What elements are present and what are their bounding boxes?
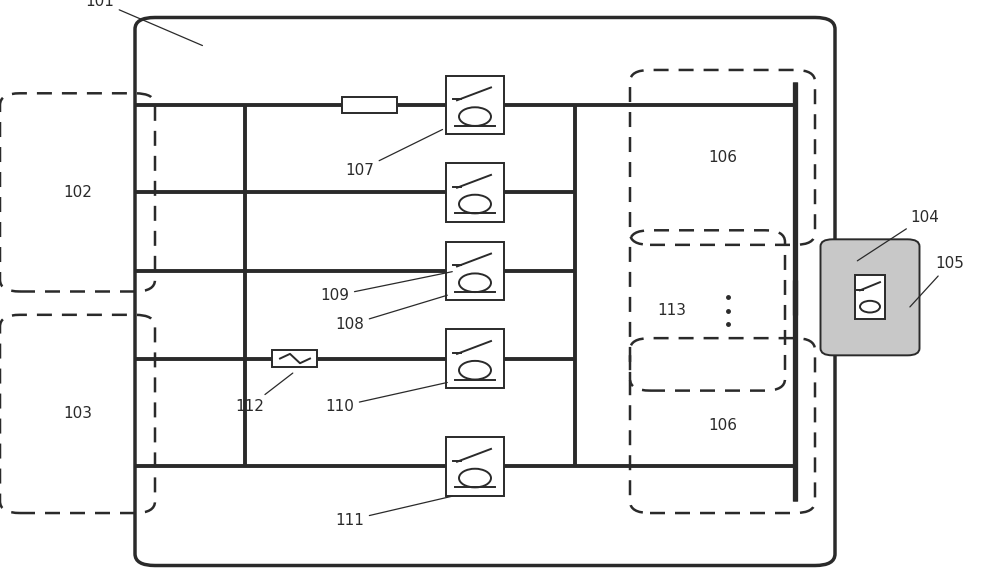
Bar bbox=[446, 163, 504, 222]
Circle shape bbox=[459, 195, 491, 213]
Text: 111: 111 bbox=[335, 496, 452, 528]
Bar bbox=[446, 329, 504, 388]
Text: 103: 103 bbox=[63, 406, 92, 422]
Text: 104: 104 bbox=[857, 209, 939, 261]
Circle shape bbox=[860, 301, 880, 312]
Bar bbox=[446, 76, 504, 134]
Text: 109: 109 bbox=[320, 272, 452, 303]
Text: 106: 106 bbox=[708, 150, 737, 165]
FancyBboxPatch shape bbox=[820, 240, 920, 356]
Text: 106: 106 bbox=[708, 418, 737, 433]
Text: 101: 101 bbox=[85, 0, 202, 45]
Text: 102: 102 bbox=[63, 185, 92, 200]
Text: 112: 112 bbox=[235, 373, 293, 414]
Text: 110: 110 bbox=[325, 382, 447, 414]
Circle shape bbox=[459, 107, 491, 126]
Circle shape bbox=[459, 273, 491, 292]
Bar bbox=[272, 350, 317, 367]
Text: 105: 105 bbox=[910, 256, 964, 307]
Circle shape bbox=[459, 469, 491, 487]
Text: 113: 113 bbox=[658, 303, 686, 318]
Bar bbox=[446, 242, 504, 300]
Bar bbox=[446, 437, 504, 496]
Text: 107: 107 bbox=[345, 129, 443, 178]
Bar bbox=[855, 276, 885, 319]
Bar bbox=[342, 97, 397, 113]
Text: 108: 108 bbox=[335, 295, 447, 332]
Circle shape bbox=[459, 361, 491, 380]
